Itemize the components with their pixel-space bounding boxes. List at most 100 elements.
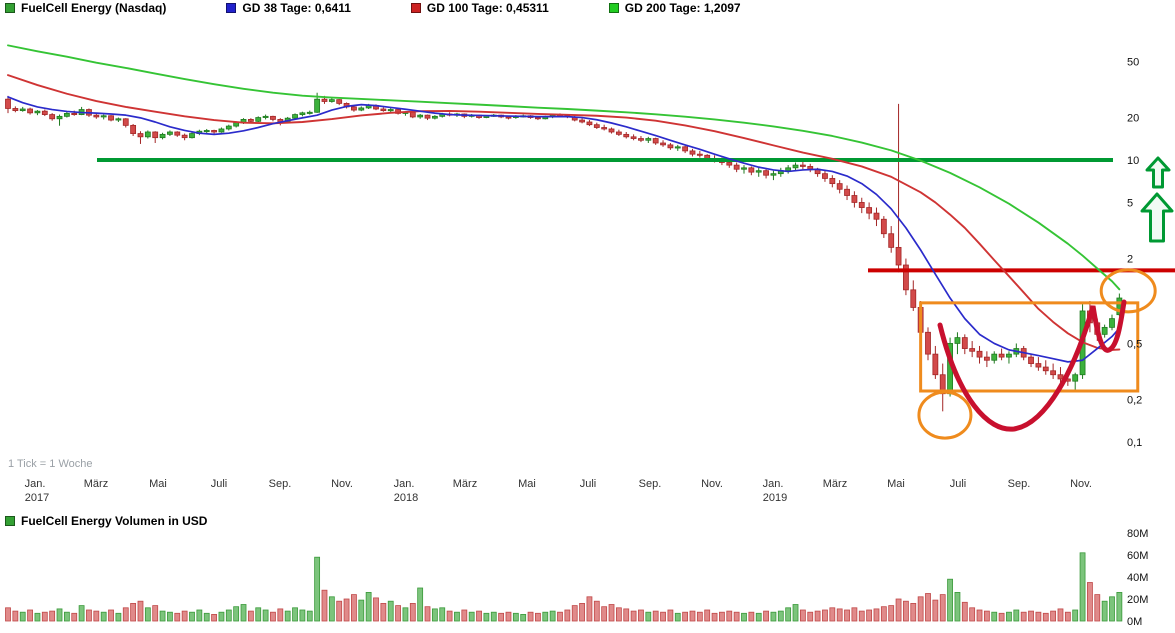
volume-bar — [19, 611, 26, 622]
candle-down — [247, 119, 254, 122]
candle-up — [144, 131, 151, 138]
candle-up — [63, 113, 70, 117]
volume-bar — [785, 607, 792, 622]
volume-bar — [49, 610, 56, 622]
month-label: Mai — [149, 478, 167, 490]
volume-bar — [181, 610, 188, 622]
cup-curve-annotation — [937, 299, 1127, 432]
volume-bar — [174, 612, 181, 622]
bottom-circle-annotation — [917, 390, 973, 440]
candle-up — [233, 122, 240, 127]
volume-bar — [27, 609, 33, 622]
volume-bar — [696, 611, 703, 622]
candle-up — [674, 146, 681, 149]
month-label: Juli — [211, 478, 228, 490]
volume-bar — [638, 609, 644, 622]
candle-down — [181, 134, 188, 139]
candle-down — [983, 356, 990, 361]
candle-up — [115, 118, 122, 121]
volume-bar — [593, 600, 600, 622]
gd200-swatch — [608, 3, 619, 13]
candle-up — [255, 117, 262, 122]
volume-bar — [306, 610, 313, 622]
volume-bar — [152, 605, 159, 622]
chart-legend: FuelCell Energy (Nasdaq) GD 38 Tage: 0,6… — [5, 1, 741, 15]
volume-bar — [917, 596, 924, 622]
price-tick-label: 0,5 — [1127, 338, 1142, 350]
candle-down — [211, 130, 217, 133]
candle-down — [667, 144, 674, 149]
volume-bar — [483, 612, 490, 622]
candle-up — [645, 138, 652, 141]
volume-bar — [608, 604, 615, 622]
volume-bar — [409, 603, 416, 622]
candle-up — [314, 98, 321, 113]
candle-up — [203, 130, 210, 133]
volume-bar — [660, 611, 666, 622]
candle-down — [925, 331, 931, 355]
volume-bar — [358, 599, 365, 622]
volume-bar — [954, 592, 961, 622]
volume-bar — [682, 611, 689, 622]
volume-bar — [159, 610, 166, 622]
volume-bar — [476, 610, 482, 622]
volume-bar — [652, 610, 659, 622]
candle-down — [71, 113, 78, 116]
volume-bar — [277, 608, 284, 622]
volume-bar — [373, 597, 379, 622]
volume-bar — [387, 600, 394, 622]
volume-bar — [1072, 609, 1079, 622]
volume-bar — [542, 611, 549, 622]
candle-up — [159, 133, 166, 139]
volume-bar — [395, 605, 401, 622]
candle-down — [969, 348, 976, 352]
volume-bar — [947, 578, 953, 622]
volume-bar — [1035, 611, 1042, 622]
gd100-line — [7, 74, 1121, 351]
volume-bar — [5, 607, 11, 622]
volume-bar — [674, 612, 681, 622]
volume-bar — [78, 605, 85, 622]
candle-down — [932, 353, 939, 376]
volume-bar — [233, 606, 240, 622]
volume-bar — [615, 607, 622, 622]
month-label: März — [823, 478, 847, 490]
candle-down — [174, 131, 181, 136]
candle-down — [601, 127, 608, 130]
candle-up — [306, 111, 313, 114]
volume-bar — [1028, 610, 1034, 622]
candle-down — [270, 115, 276, 120]
volume-bar — [86, 609, 92, 622]
volume-bar — [468, 611, 475, 622]
candle-down — [696, 153, 703, 156]
volume-bar — [903, 600, 909, 622]
candle-down — [12, 108, 19, 112]
year-label: 2017 — [25, 492, 49, 504]
volume-bar — [1050, 610, 1057, 622]
legend-item-gd100: GD 100 Tage: 0,45311 — [410, 1, 549, 15]
volume-bar — [512, 612, 519, 622]
candle-up — [56, 115, 63, 120]
volume-swatch — [5, 516, 15, 526]
volume-bar — [763, 610, 769, 622]
volume-bar — [932, 599, 939, 622]
volume-bar — [417, 587, 424, 622]
candle-down — [321, 98, 328, 102]
volume-bar — [336, 600, 343, 622]
candle-down — [1050, 370, 1057, 376]
volume-bar — [991, 611, 998, 622]
volume-bar — [1020, 611, 1027, 622]
volume-tick-label: 0M — [1127, 616, 1142, 628]
candle-down — [1028, 356, 1034, 364]
volume-bar — [799, 609, 806, 622]
volume-bar — [630, 610, 637, 622]
volume-bar — [108, 609, 114, 622]
legend-label: GD 38 Tage: 0,6411 — [242, 1, 351, 15]
volume-bar — [711, 612, 718, 622]
volume-bar — [586, 596, 593, 622]
price-tick-label: 2 — [1127, 254, 1133, 266]
candle-up — [417, 114, 424, 118]
candle-down — [763, 170, 769, 176]
candle-down — [351, 106, 357, 111]
volume-bar — [56, 608, 63, 622]
